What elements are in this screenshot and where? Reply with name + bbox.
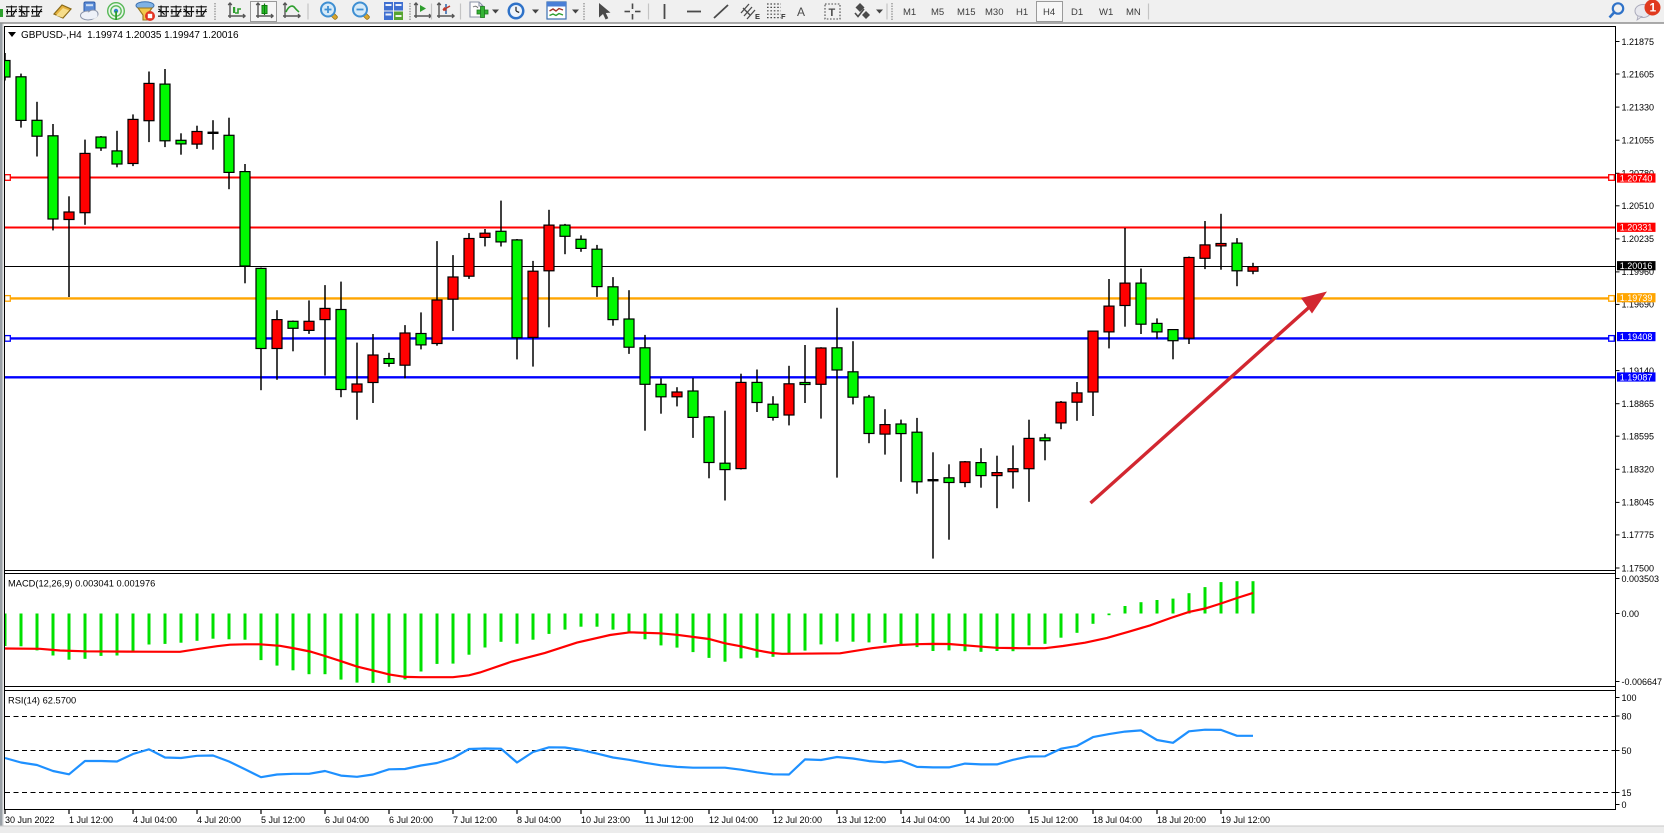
svg-text:13 Jul 12:00: 13 Jul 12:00 <box>837 815 886 825</box>
svg-text:RSI(14) 62.5700: RSI(14) 62.5700 <box>8 696 76 706</box>
svg-text:MACD(12,26,9) 0.003041 0.00197: MACD(12,26,9) 0.003041 0.001976 <box>8 579 155 589</box>
svg-text:1.20016: 1.20016 <box>1620 261 1653 271</box>
svg-text:M30: M30 <box>985 7 1003 18</box>
svg-text:6 Jul 04:00: 6 Jul 04:00 <box>325 815 369 825</box>
svg-text:W1: W1 <box>1099 7 1113 18</box>
svg-text:19 Jul 12:00: 19 Jul 12:00 <box>1221 815 1270 825</box>
svg-text:1.20510: 1.20510 <box>1622 201 1655 211</box>
svg-text:1.20740: 1.20740 <box>1620 173 1653 183</box>
svg-text:15: 15 <box>1622 788 1632 798</box>
svg-text:0: 0 <box>1622 800 1627 810</box>
svg-text:M5: M5 <box>931 7 944 18</box>
svg-text:F: F <box>781 12 786 21</box>
svg-text:1.19739: 1.19739 <box>1620 293 1653 303</box>
svg-text:0.00: 0.00 <box>1622 609 1640 619</box>
svg-text:1 Jul 12:00: 1 Jul 12:00 <box>69 815 113 825</box>
svg-text:1.18320: 1.18320 <box>1622 465 1655 475</box>
svg-text:12 Jul 04:00: 12 Jul 04:00 <box>709 815 758 825</box>
svg-text:1.18865: 1.18865 <box>1622 399 1655 409</box>
svg-text:1: 1 <box>1650 1 1657 15</box>
svg-text:D1: D1 <box>1071 7 1083 18</box>
svg-text:50: 50 <box>1622 746 1632 756</box>
svg-text:30 Jun 2022: 30 Jun 2022 <box>5 815 55 825</box>
svg-text:E: E <box>755 12 760 21</box>
svg-text:80: 80 <box>1622 711 1632 721</box>
svg-text:18 Jul 20:00: 18 Jul 20:00 <box>1157 815 1206 825</box>
svg-text:11 Jul 12:00: 11 Jul 12:00 <box>645 815 693 825</box>
svg-text:1.21330: 1.21330 <box>1622 102 1655 112</box>
svg-text:H1: H1 <box>1016 7 1028 18</box>
svg-text:GBPUSD-,H4 1.19974 1.20035 1.: GBPUSD-,H4 1.19974 1.20035 1.19947 1.200… <box>21 30 239 41</box>
svg-text:1.20331: 1.20331 <box>1620 223 1653 233</box>
svg-text:1.18595: 1.18595 <box>1622 432 1655 442</box>
svg-text:1.20235: 1.20235 <box>1622 234 1655 244</box>
svg-text:4 Jul 04:00: 4 Jul 04:00 <box>133 815 177 825</box>
svg-text:14 Jul 20:00: 14 Jul 20:00 <box>965 815 1014 825</box>
svg-text:0.003503: 0.003503 <box>1622 574 1660 584</box>
svg-text:T: T <box>829 7 836 19</box>
svg-text:14 Jul 04:00: 14 Jul 04:00 <box>901 815 950 825</box>
svg-text:10 Jul 23:00: 10 Jul 23:00 <box>581 815 630 825</box>
svg-text:M15: M15 <box>957 7 975 18</box>
svg-text:1.21605: 1.21605 <box>1622 69 1655 79</box>
svg-text:1.17500: 1.17500 <box>1622 563 1655 573</box>
svg-text:-0.006647: -0.006647 <box>1622 677 1663 687</box>
svg-text:1.19408: 1.19408 <box>1620 332 1653 342</box>
svg-text:1.18045: 1.18045 <box>1622 498 1655 508</box>
svg-text:1.21055: 1.21055 <box>1622 136 1655 146</box>
svg-text:1.19960: 1.19960 <box>1622 267 1655 277</box>
svg-text:A: A <box>797 5 805 19</box>
svg-text:H4: H4 <box>1043 7 1055 18</box>
svg-text:5 Jul 12:00: 5 Jul 12:00 <box>261 815 305 825</box>
svg-text:1.19087: 1.19087 <box>1620 372 1653 382</box>
svg-text:100: 100 <box>1622 693 1637 703</box>
svg-text:8 Jul 04:00: 8 Jul 04:00 <box>517 815 561 825</box>
svg-text:1.19690: 1.19690 <box>1622 300 1655 310</box>
svg-text:18 Jul 04:00: 18 Jul 04:00 <box>1093 815 1142 825</box>
svg-text:1.21875: 1.21875 <box>1622 37 1655 47</box>
svg-text:M1: M1 <box>903 7 916 18</box>
svg-text:4 Jul 20:00: 4 Jul 20:00 <box>197 815 241 825</box>
svg-text:1.19140: 1.19140 <box>1622 366 1655 376</box>
svg-text:7 Jul 12:00: 7 Jul 12:00 <box>453 815 497 825</box>
svg-text:12 Jul 20:00: 12 Jul 20:00 <box>773 815 822 825</box>
svg-text:15 Jul 12:00: 15 Jul 12:00 <box>1029 815 1078 825</box>
svg-text:6 Jul 20:00: 6 Jul 20:00 <box>389 815 433 825</box>
svg-text:1.17775: 1.17775 <box>1622 530 1655 540</box>
svg-text:MN: MN <box>1126 7 1141 18</box>
